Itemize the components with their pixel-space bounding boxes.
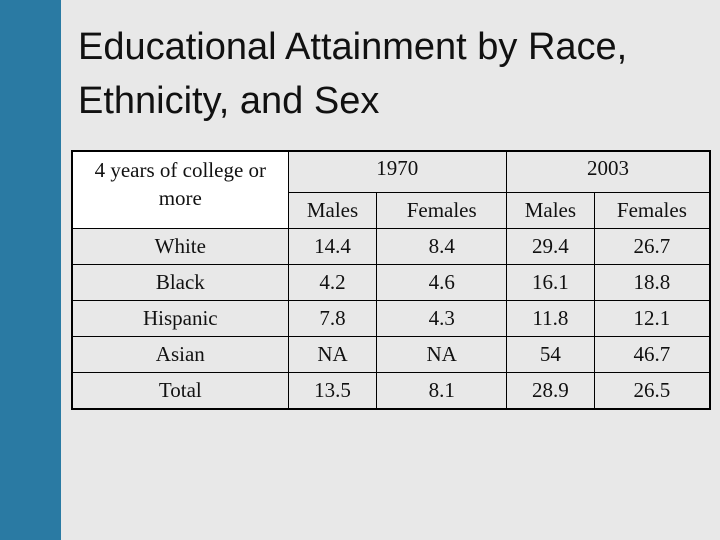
data-row: Black 4.2 4.6 16.1 18.8 [71,264,711,301]
data-cell: NA [287,336,378,373]
side-bar [0,0,61,540]
data-cell: 16.1 [506,264,595,301]
data-cell: 13.5 [287,372,378,410]
row-label: Hispanic [71,300,289,337]
data-cell: 7.8 [287,300,378,337]
data-cell: NA [376,336,507,373]
data-cell: 54 [506,336,595,373]
data-cell: 28.9 [506,372,595,410]
row-label: Asian [71,336,289,373]
year-header: 1970 [287,150,508,193]
data-table: 4 years of college or more 1970 2003 Mal… [71,150,711,410]
data-cell: 8.4 [376,228,507,265]
data-cell: 26.5 [593,372,711,410]
sex-header: Females [593,192,711,229]
row-label: White [71,228,289,265]
sex-header: Males [287,192,378,229]
sex-header: Females [376,192,507,229]
data-cell: 11.8 [506,300,595,337]
sex-header: Males [506,192,595,229]
year-header: 2003 [506,150,711,193]
data-cell: 18.8 [593,264,711,301]
slide-title: Educational Attainment by Race, Ethnicit… [78,26,628,122]
data-row: Asian NA NA 54 46.7 [71,336,711,373]
data-cell: 8.1 [376,372,507,410]
data-cell: 12.1 [593,300,711,337]
data-cell: 4.2 [287,264,378,301]
header-row: 4 years of college or more 1970 2003 [71,150,711,229]
data-cell: 4.3 [376,300,507,337]
data-row: White 14.4 8.4 29.4 26.7 [71,228,711,265]
corner-cell: 4 years of college or more [71,150,289,229]
row-label: Total [71,372,289,410]
data-row: Total 13.5 8.1 28.9 26.5 [71,372,711,410]
data-cell: 14.4 [287,228,378,265]
data-cell: 29.4 [506,228,595,265]
data-cell: 46.7 [593,336,711,373]
data-cell: 26.7 [593,228,711,265]
data-row: Hispanic 7.8 4.3 11.8 12.1 [71,300,711,337]
row-label: Black [71,264,289,301]
data-cell: 4.6 [376,264,507,301]
